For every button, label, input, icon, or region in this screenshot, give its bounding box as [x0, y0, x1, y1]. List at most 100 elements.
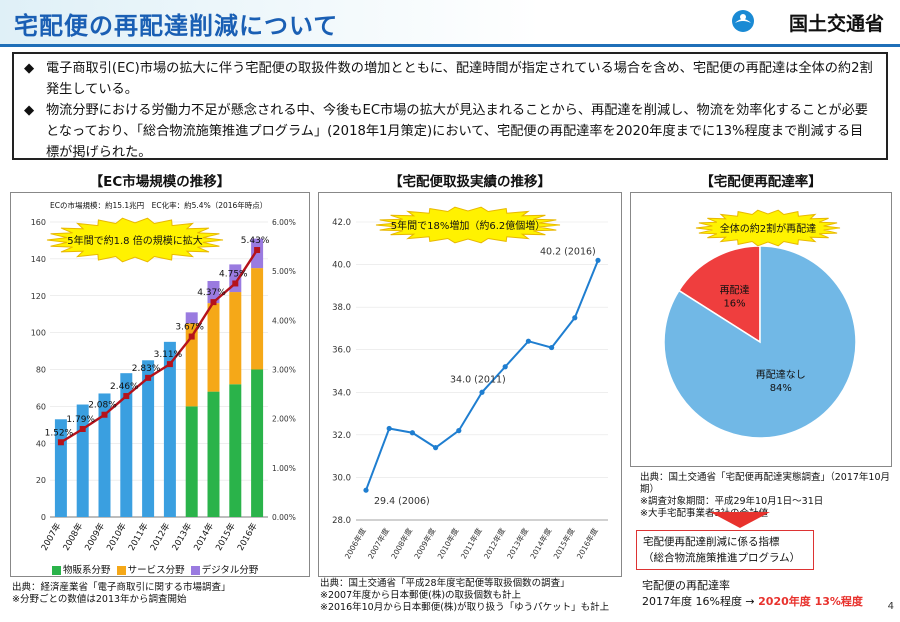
- ec-bar-segment: [229, 292, 242, 385]
- source-line: ※2007年度から日本郵便(株)の取扱個数も計上: [320, 590, 522, 601]
- ec-rate-label: 4.75%: [219, 269, 248, 279]
- ec-bar-segment: [185, 323, 198, 407]
- pie-slice: [663, 245, 857, 439]
- ec-rate-label: 1.79%: [66, 415, 95, 425]
- ec-x-tick-label: 2010年: [104, 521, 129, 553]
- ec-rate-point: [79, 425, 86, 432]
- diamond-bullet-icon: ◆: [24, 103, 35, 118]
- del-annotation: 34.0 (2011): [450, 374, 506, 385]
- ec-rate-point: [101, 411, 108, 418]
- summary-text: 電子商取引(EC)市場の拡大に伴う宅配便の取扱件数の増加とともに、配達時間が指定…: [46, 61, 873, 97]
- ec-rate-label: 2.46%: [110, 382, 139, 392]
- del-data-point: [363, 487, 369, 493]
- del-y-tick-label: 36.0: [332, 346, 351, 356]
- source-line: ※調査対象期間：平成29年10月1日～31日: [640, 496, 824, 507]
- pie-slice-label: 再配達: [720, 285, 750, 297]
- ec-rate-point: [57, 439, 64, 446]
- del-x-tick-label: 2013年度: [504, 526, 530, 561]
- ec-y-tick-label: 40: [36, 439, 46, 448]
- ec-panel-title: 【EC市場規模の推移】: [89, 174, 231, 190]
- ec-y-tick-label: 60: [36, 402, 46, 411]
- ec-y-tick-label: 80: [36, 366, 46, 375]
- del-x-tick-label: 2008年度: [388, 526, 414, 561]
- ec-y2-tick-label: 0.00%: [272, 513, 296, 522]
- del-x-tick-label: 2014年度: [528, 526, 554, 561]
- ec-y2-tick-label: 1.00%: [272, 464, 296, 473]
- del-data-point: [386, 425, 392, 432]
- del-x-tick-label: 2006年度: [342, 526, 368, 561]
- ec-bar-segment: [207, 303, 220, 392]
- ec-x-tick-label: 2009年: [83, 521, 108, 553]
- del-y-tick-label: 34.0: [332, 388, 351, 398]
- del-y-tick-label: 40.0: [332, 261, 351, 271]
- ec-x-tick-label: 2016年: [235, 521, 260, 553]
- del-y-tick-label: 30.0: [332, 473, 351, 483]
- del-x-tick-label: 2016年度: [574, 526, 600, 561]
- pie-slice-value: 84%: [770, 383, 792, 394]
- ec-x-tick-label: 2015年: [213, 521, 238, 553]
- del-data-point: [549, 344, 555, 351]
- ministry-name: 国土交通省: [788, 13, 884, 35]
- ec-source: 出典：経済産業省「電子商取引に関する市場調査」 ※分野ごとの数値は2013年から…: [12, 582, 231, 606]
- goal-target: 宅配便の再配達率 2017年度 16%程度 → 2020年度 13%程度: [636, 575, 890, 615]
- summary-bullet: ◆ 電子商取引(EC)市場の拡大に伴う宅配便の取扱件数の増加とともに、配達時間が…: [24, 58, 876, 100]
- redelivery-panel-title: 【宅配便再配達率】: [700, 174, 822, 190]
- legend-swatch-service: [116, 566, 126, 575]
- page-title: 宅配便の再配達削減について: [14, 12, 339, 40]
- ec-y2-tick-label: 3.00%: [272, 366, 296, 375]
- ec-x-tick-label: 2011年: [126, 521, 151, 553]
- del-data-point: [456, 428, 462, 434]
- ec-rate-label: 4.37%: [197, 288, 226, 298]
- ec-x-tick-label: 2007年: [39, 521, 64, 553]
- ec-bar-segment: [207, 391, 220, 517]
- source-line: ※大手宅配事業者3社の合計値: [640, 508, 769, 519]
- delivery-panel: [318, 192, 622, 577]
- ec-y-tick-label: 100: [31, 329, 46, 338]
- goal-from: 2017年度 16%程度 →: [642, 595, 755, 608]
- ec-rate-label: 1.52%: [45, 428, 74, 438]
- del-data-point: [572, 315, 578, 321]
- ministry-logo-icon: [732, 10, 754, 32]
- redelivery-source: 出典：国土交通省「宅配便再配達実態調査」（2017年10月期） ※調査対象期間：…: [640, 472, 900, 520]
- del-data-point: [409, 430, 415, 436]
- ec-bar-segment: [229, 384, 242, 517]
- ec-rate-label: 2.08%: [88, 401, 117, 411]
- del-burst-shape: [375, 206, 561, 244]
- del-burst-text: 5年間で18%増加（約6.2億個増）: [391, 219, 546, 232]
- goal-title-box: 宅配便再配達削減に係る指標 （総合物流施策推進プログラム）: [636, 530, 814, 570]
- ec-y-tick-label: 20: [36, 476, 46, 485]
- pie-slice: [677, 245, 761, 344]
- delivery-panel-title: 【宅配便取扱実績の推移】: [389, 174, 551, 190]
- redelivery-rate-chart: 再配達 16% 再配達なし 84% 全体の約2割が再配達: [663, 209, 857, 439]
- del-data-point: [525, 338, 531, 344]
- del-y-tick-label: 28.0: [332, 516, 351, 526]
- ec-rate-point: [145, 374, 152, 381]
- ec-rate-label: 3.67%: [175, 323, 204, 333]
- ec-bar-segment: [98, 393, 111, 517]
- goal-title-line: 宅配便再配達削減に係る指標: [643, 536, 780, 548]
- ec-bar-segment: [54, 419, 67, 517]
- ec-rate-point: [188, 333, 195, 340]
- del-data-point: [433, 445, 439, 451]
- ec-legend: 物販系分野 サービス分野 デジタル分野: [52, 562, 258, 576]
- delivery-source: 出典：国土交通省「平成28年度宅配便等取扱個数の調査」 ※2007年度から日本郵…: [320, 578, 609, 614]
- goal-label: 宅配便の再配達率: [642, 579, 730, 592]
- ec-bar-segment: [207, 281, 220, 304]
- source-line: 出典：国土交通省「平成28年度宅配便等取扱個数の調査」: [320, 578, 570, 589]
- legend-swatch-goods: [52, 566, 61, 575]
- del-y-tick-label: 32.0: [332, 431, 351, 441]
- down-arrow-icon: [710, 512, 770, 528]
- legend-swatch-digital: [190, 566, 200, 575]
- pie-burst-shape: [695, 209, 841, 247]
- del-x-tick-label: 2009年度: [412, 526, 438, 561]
- ec-y2-tick-label: 4.00%: [272, 316, 296, 325]
- ec-bar-segment: [142, 360, 155, 517]
- ec-note: ECの市場規模：約15.1兆円 EC化率：約5.4%（2016年時点）: [50, 200, 267, 210]
- ec-y2-tick-label: 2.00%: [272, 415, 296, 424]
- ec-y-tick-label: 160: [31, 218, 46, 227]
- del-x-tick-label: 2007年度: [365, 526, 391, 561]
- ec-rate-point: [232, 280, 239, 287]
- ec-bar-segment: [76, 404, 89, 517]
- ec-rate-point: [254, 247, 261, 254]
- ec-rate-point: [166, 361, 173, 368]
